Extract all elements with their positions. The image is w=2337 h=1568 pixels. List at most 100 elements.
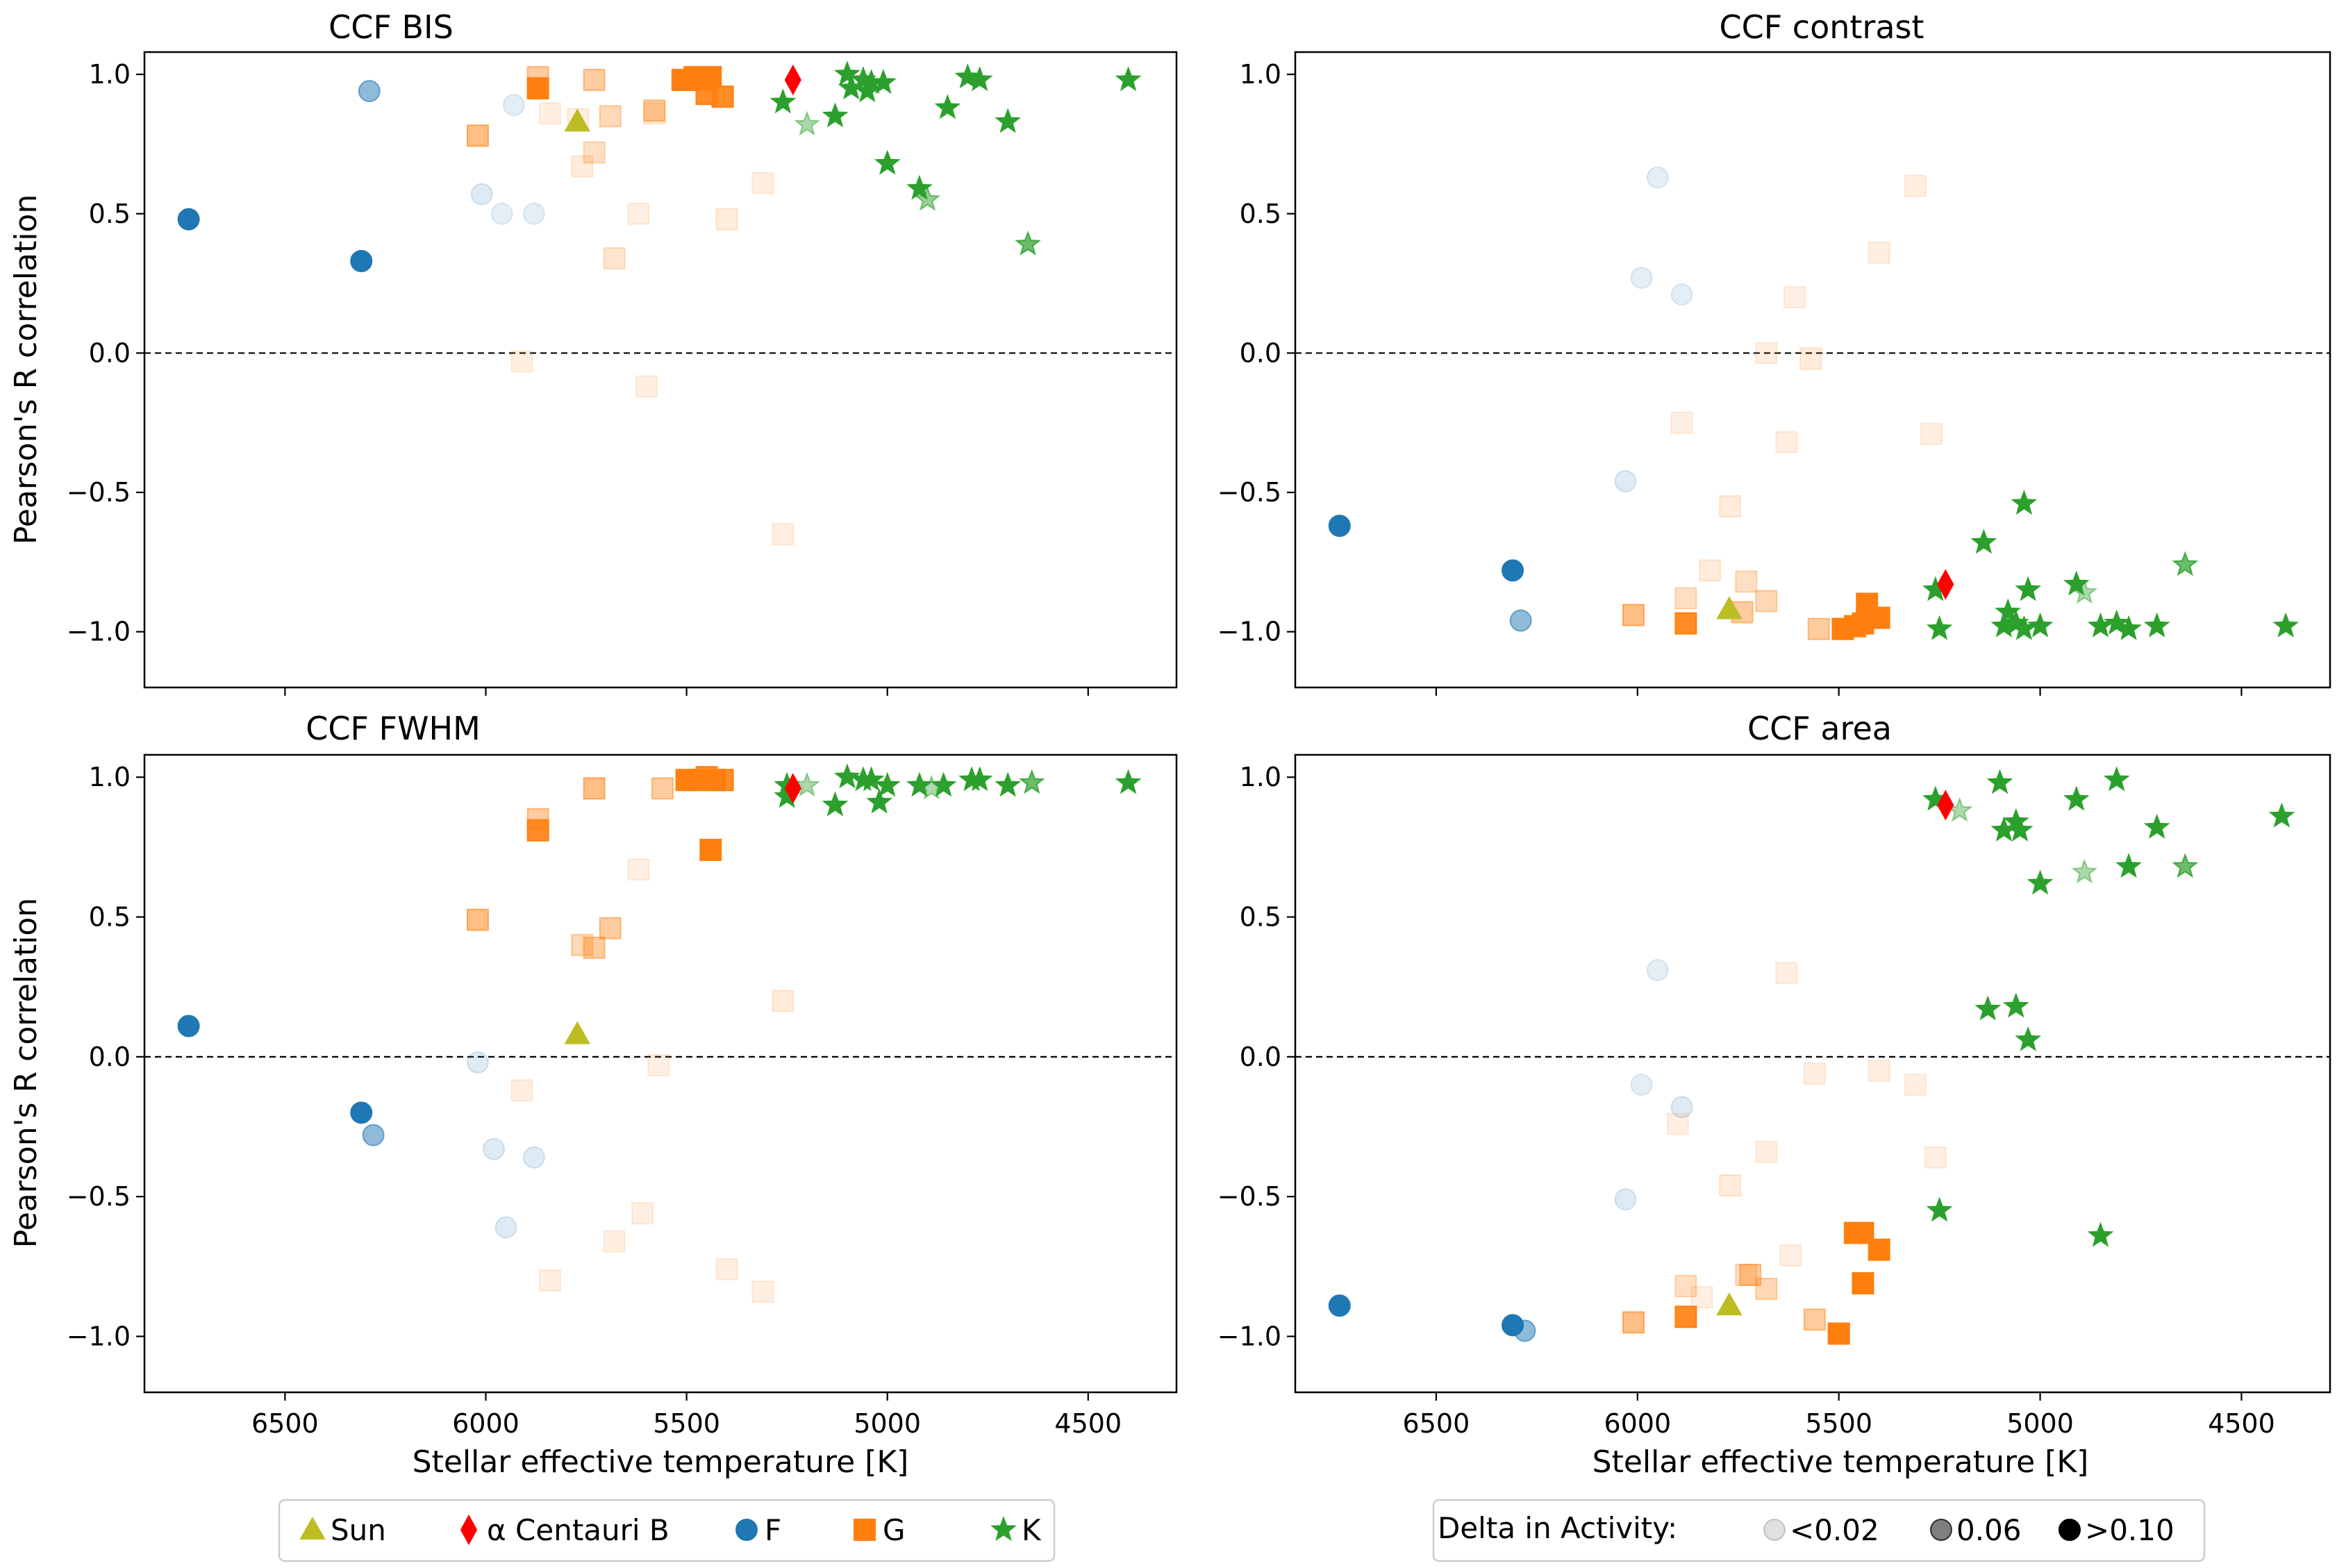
y-tick-label: 1.0 [1240, 59, 1281, 90]
plot-frame [143, 51, 1178, 689]
data-point-f [1670, 283, 1693, 306]
x-axis-label-left: Stellar effective temperature [K] [413, 1444, 909, 1480]
legend-marker-centaurib [460, 1514, 478, 1546]
data-point-g [651, 777, 674, 800]
data-point-k [2071, 858, 2098, 884]
data-point-k [914, 185, 941, 211]
marks-layer [144, 60, 1176, 546]
data-point-g [635, 375, 658, 398]
data-point-g [603, 1230, 626, 1253]
data-point-k [2087, 612, 2114, 637]
ticks-layer: 1.0 0.5 0.0 −0.5 −1.0 [67, 59, 1089, 696]
plot-frame [143, 753, 1178, 1394]
legend-label: 0.06 [1956, 1513, 2022, 1547]
x-tick-label: 6500 [251, 1408, 319, 1439]
panel-title: CCF BIS [328, 8, 454, 46]
data-point-f [522, 202, 545, 225]
data-point-f [362, 1124, 385, 1146]
y-tick-label: −0.5 [1217, 477, 1281, 508]
data-point-k [770, 88, 797, 114]
data-point-g [599, 105, 622, 128]
data-point-k [906, 772, 933, 797]
y-axis-label-top: Pearson's R correlation [8, 194, 44, 544]
data-point-g [1674, 1275, 1697, 1297]
legend-label: F [765, 1513, 781, 1547]
legend-frame [1432, 1499, 2206, 1562]
y-tick-label: −1.0 [1217, 1321, 1281, 1351]
data-point-f [177, 1015, 200, 1037]
data-point-f [1328, 515, 1351, 537]
data-point-f [358, 80, 381, 103]
data-point-g [1924, 1146, 1947, 1169]
data-point-g [1852, 1221, 1874, 1244]
data-point-k [2268, 802, 2295, 828]
ticks-layer: 1.0 0.5 0.0 −0.5 −1.0 [1217, 59, 2243, 696]
x-tick-label: 5000 [2006, 1408, 2074, 1439]
data-point-g [711, 85, 734, 108]
data-point-k [1115, 769, 1142, 794]
data-point-g [1827, 1322, 1850, 1345]
data-point-k [838, 74, 865, 100]
panel-title: CCF FWHM [306, 710, 481, 747]
marks-layer [1295, 166, 2330, 640]
data-point-g [1799, 347, 1822, 370]
y-tick-label: 1.0 [89, 59, 131, 90]
data-point-f [1614, 470, 1637, 493]
legend-alpha-marker [2059, 1519, 2081, 1541]
data-point-k [2143, 612, 2170, 637]
data-point-f [1502, 1314, 1524, 1337]
data-point-g [643, 99, 666, 122]
x-tick-label: 5500 [653, 1408, 720, 1439]
data-point-g [1775, 431, 1798, 453]
data-point-k [2011, 490, 2038, 515]
data-point-f [1509, 609, 1532, 632]
data-point-k [2002, 992, 2029, 1018]
y-tick-label: 0.0 [1240, 337, 1281, 368]
data-point-k [995, 108, 1022, 133]
data-point-k [1974, 995, 2002, 1021]
y-tick-label: −0.5 [67, 1181, 131, 1212]
data-point-g [1783, 286, 1806, 309]
data-point-k [874, 772, 901, 797]
data-point-k [1115, 66, 1142, 92]
data-point-centaurib [784, 773, 801, 804]
data-point-f [1502, 559, 1524, 582]
data-point-k [870, 69, 897, 94]
data-point-g [1622, 1311, 1645, 1334]
data-point-k [2006, 816, 2034, 842]
data-point-g [751, 172, 774, 194]
legend-label: α Centauri B [487, 1513, 670, 1547]
data-point-g [1807, 617, 1830, 640]
data-point-g [627, 202, 650, 225]
data-point-g [583, 936, 606, 959]
panel-ccf-area: CCF area 1.0 0.5 0.0 −0.5 −1.0 6500 6000 5500 50… [1217, 710, 2331, 1439]
legend-alpha-marker [1763, 1519, 1786, 1541]
data-point-k [874, 149, 901, 175]
legend-label: >0.10 [2085, 1513, 2174, 1547]
data-point-g [631, 1202, 654, 1225]
data-point-f [350, 1101, 373, 1124]
data-point-f [470, 183, 493, 206]
legend-label: Sun [331, 1513, 386, 1547]
data-point-g [538, 102, 561, 125]
data-point-g [1868, 606, 1890, 629]
data-point-f [1614, 1188, 1637, 1211]
data-point-g [647, 1053, 670, 1076]
data-point-k [833, 60, 860, 86]
data-point-k [794, 110, 820, 136]
data-point-sun [1716, 596, 1743, 619]
data-point-g [1868, 1238, 1890, 1261]
data-point-k [2172, 853, 2199, 878]
panel-ccf-contrast: CCF contrast 1.0 0.5 0.0 −0.5 −1.0 [1217, 8, 2331, 696]
data-point-sun [564, 1021, 591, 1044]
data-point-g [583, 69, 606, 92]
data-point-f [522, 1146, 545, 1169]
data-point-g [643, 102, 666, 125]
x-tick-label: 5000 [854, 1408, 921, 1439]
data-point-k [2063, 570, 2090, 596]
data-point-k [2172, 551, 2199, 576]
legend-label: K [1022, 1513, 1042, 1547]
data-point-f [1646, 959, 1669, 982]
data-point-k [1018, 769, 1045, 794]
data-point-g [751, 1281, 774, 1303]
